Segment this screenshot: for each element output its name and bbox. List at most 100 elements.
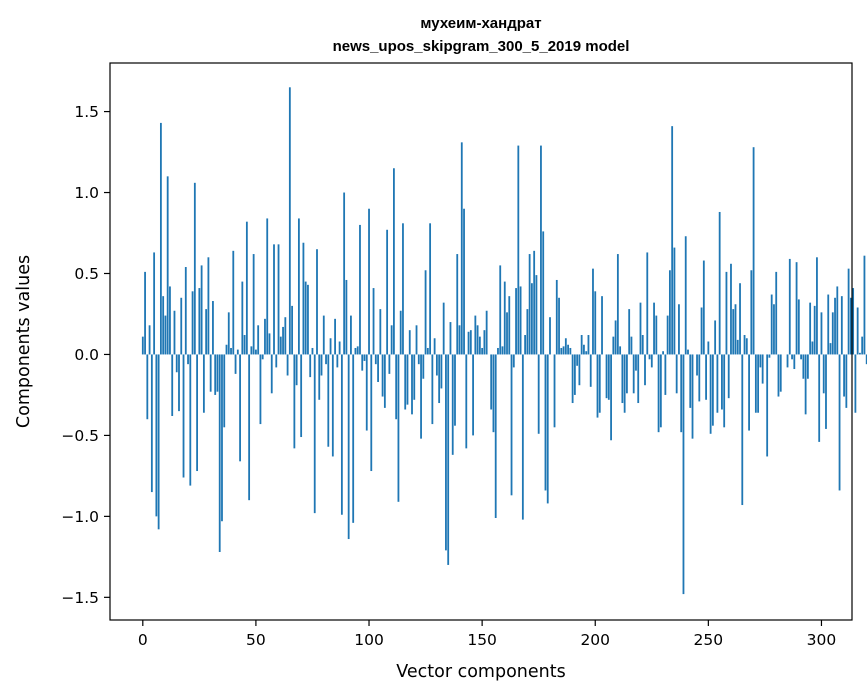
bar-104 [377,354,379,382]
bar-45 [243,335,246,355]
bar-174 [535,275,538,355]
bar-87 [338,341,341,355]
bar-106 [381,354,384,397]
bar-28 [205,309,208,355]
bar-2 [146,354,149,420]
bar-55 [266,218,269,355]
bar-282 [779,354,782,392]
bar-137 [451,354,454,455]
bar-206 [607,354,610,400]
bar-111 [393,168,395,355]
bar-290 [797,299,800,355]
bar-20 [187,354,189,365]
bar-130 [435,354,438,376]
bar-76 [313,354,316,514]
bar-263 [736,339,739,355]
bar-149 [478,336,481,355]
bar-138 [454,354,456,426]
x-tick-label: 50 [246,631,266,649]
bar-252 [711,354,714,426]
bar-140 [458,325,461,355]
bar-68 [295,354,298,386]
bar-232 [666,315,669,355]
bar-235 [673,247,676,355]
bar-298 [816,257,818,355]
bar-292 [802,354,805,379]
bar-218 [635,354,637,371]
bar-234 [671,126,674,355]
bar-261 [732,309,735,355]
bar-280 [775,271,778,355]
bar-142 [463,208,465,355]
bar-297 [813,305,816,355]
bar-72 [304,281,307,355]
bar-90 [345,279,348,355]
bar-126 [426,347,429,355]
y-axis-label: Components values [14,255,34,428]
bar-101 [370,354,373,472]
bar-242 [689,354,692,408]
bar-162 [508,296,511,355]
bar-190 [571,354,574,404]
bar-114 [399,310,402,355]
bar-295 [809,302,812,355]
bar-258 [725,271,728,355]
bar-134 [445,354,447,551]
bar-36 [223,354,226,428]
bar-53 [261,354,264,360]
bar-147 [474,315,477,355]
bar-256 [721,354,723,410]
bar-207 [610,354,612,441]
bar-119 [411,354,413,415]
bar-229 [659,354,662,428]
bar-155 [492,354,495,433]
bar-303 [827,294,830,355]
bar-42 [236,349,239,355]
bar-236 [675,354,678,394]
bar-312 [847,268,850,355]
bar-151 [483,330,486,355]
bar-178 [544,354,547,491]
bar-56 [268,333,271,355]
bar-156 [494,354,497,518]
x-tick-label: 250 [694,631,724,649]
bar-30 [209,354,212,392]
bar-308 [838,354,841,491]
bar-58 [273,244,275,355]
bar-278 [770,294,773,355]
bar-203 [601,296,603,355]
bar-172 [530,283,533,355]
x-tick-label: 100 [354,631,384,649]
bar-81 [325,354,327,365]
bar-186 [562,346,565,355]
bar-8 [159,122,162,355]
x-tick-label: 300 [807,631,837,649]
bar-116 [404,354,407,410]
bar-124 [422,354,425,379]
bar-302 [825,354,827,429]
plot-area-frame [109,62,853,621]
bar-99 [365,354,368,431]
x-axis-ticks: 0 50 100 150 200 250 300 [138,620,836,649]
bar-269 [750,270,753,355]
bar-70 [300,354,303,438]
y-tick-label: 1.0 [74,184,99,202]
bar-9 [162,296,165,355]
bar-267 [745,338,748,355]
bar-239 [682,354,685,595]
bar-266 [743,335,746,355]
bar-313 [849,297,852,355]
bar-272 [757,354,760,413]
bar-187 [564,338,567,355]
bar-289 [795,262,798,355]
bar-175 [537,354,540,434]
bar-287 [791,354,793,360]
bar-285 [786,354,789,368]
bar-49 [252,254,255,355]
bar-271 [754,354,757,413]
bar-128 [431,354,434,425]
y-axis-ticks: −1.5 −1.0 −0.5 0.0 0.5 1.0 1.5 [61,103,110,607]
bar-85 [334,318,336,355]
bar-46 [245,221,248,355]
bar-108 [386,229,389,355]
